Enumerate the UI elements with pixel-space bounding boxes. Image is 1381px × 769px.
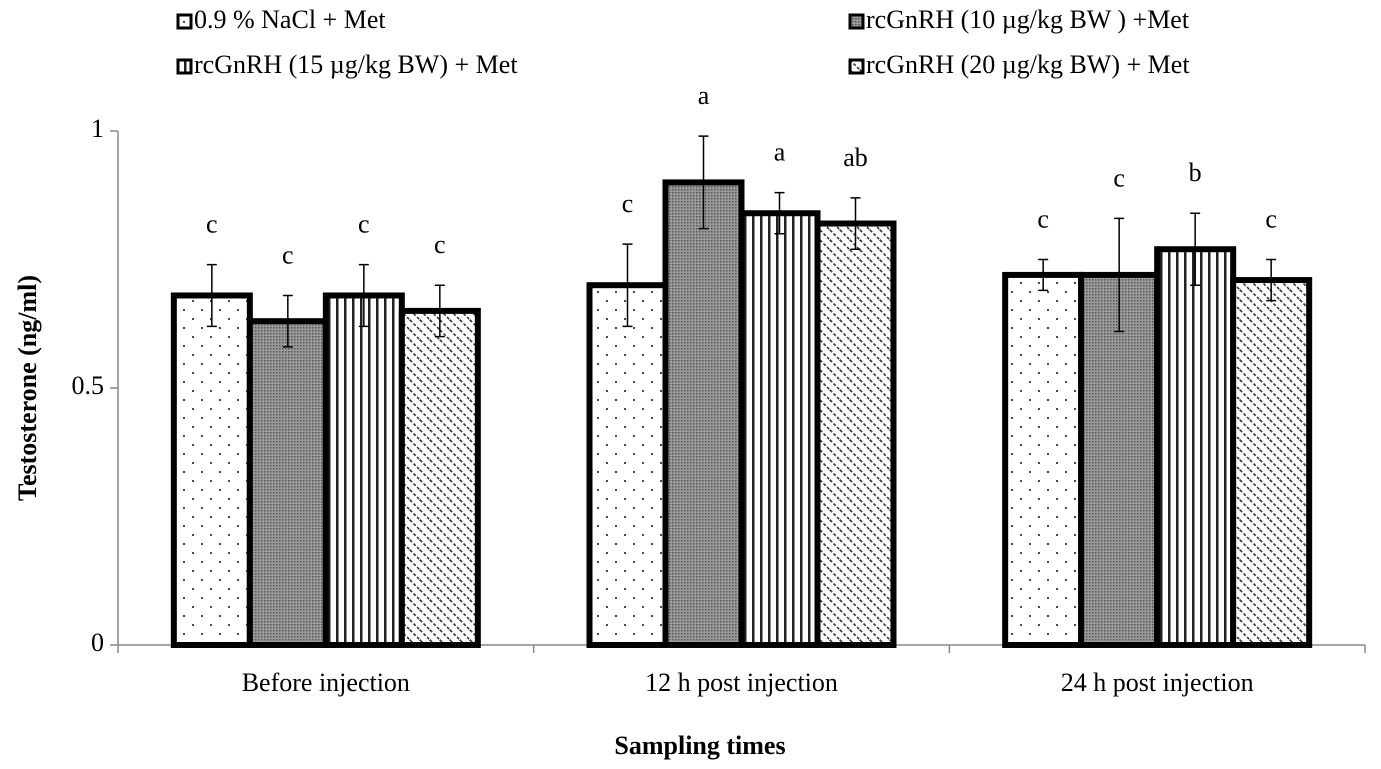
- x-axis-title: Sampling times: [614, 731, 785, 760]
- bar: [246, 318, 329, 648]
- bar: [738, 210, 821, 649]
- significance-letter: c: [1265, 204, 1277, 233]
- error-bar: [358, 263, 369, 328]
- significance-letter: c: [434, 230, 446, 259]
- error-bar: [1190, 212, 1201, 286]
- y-tick-label: 1: [91, 114, 104, 143]
- significance-letter: a: [774, 138, 786, 167]
- bar: [1002, 271, 1085, 648]
- legend-label: rcGnRH (20 µg/kg BW) + Met: [866, 50, 1190, 79]
- bar: [662, 179, 745, 648]
- significance-letter: c: [1113, 163, 1125, 192]
- error-bar: [1038, 258, 1049, 292]
- significance-letter: a: [698, 81, 710, 110]
- y-tick-label: 0.5: [72, 371, 105, 400]
- bar: [398, 307, 481, 648]
- significance-letter: b: [1189, 158, 1202, 187]
- error-bar: [282, 294, 293, 348]
- error-bar: [434, 284, 445, 338]
- significance-letter: c: [206, 210, 218, 239]
- bar: [814, 220, 897, 649]
- error-bar: [1114, 217, 1125, 333]
- legend-marker: [176, 58, 193, 75]
- significance-letter: c: [282, 240, 294, 269]
- error-bar: [774, 191, 785, 235]
- legend-marker: [848, 58, 865, 75]
- bar: [586, 282, 669, 648]
- x-tick-label: 12 h post injection: [645, 668, 838, 697]
- x-tick-label: 24 h post injection: [1061, 668, 1254, 697]
- error-bar: [850, 197, 861, 250]
- significance-letter: c: [1037, 204, 1049, 233]
- error-bar: [206, 263, 217, 328]
- error-bar: [1266, 258, 1277, 302]
- bar: [1154, 246, 1237, 648]
- bar: [1078, 271, 1161, 648]
- bar: [322, 292, 405, 648]
- significance-letter: c: [358, 210, 370, 239]
- legend-label: rcGnRH (10 µg/kg BW ) +Met: [866, 5, 1190, 34]
- bar: [170, 292, 253, 648]
- bar: [1230, 277, 1313, 648]
- error-bar: [698, 135, 709, 230]
- legend-label: 0.9 % NaCl + Met: [194, 5, 386, 34]
- significance-letter: ab: [843, 143, 868, 172]
- legend-label: rcGnRH (15 µg/kg BW) + Met: [194, 50, 518, 79]
- legend-marker: [848, 13, 865, 30]
- y-tick-label: 0: [91, 628, 104, 657]
- x-tick-label: Before injection: [242, 668, 410, 697]
- error-bar: [622, 243, 633, 328]
- legend-marker: [176, 13, 193, 30]
- y-axis-title: Testosterone (ng/ml): [13, 275, 42, 501]
- significance-letter: c: [622, 189, 634, 218]
